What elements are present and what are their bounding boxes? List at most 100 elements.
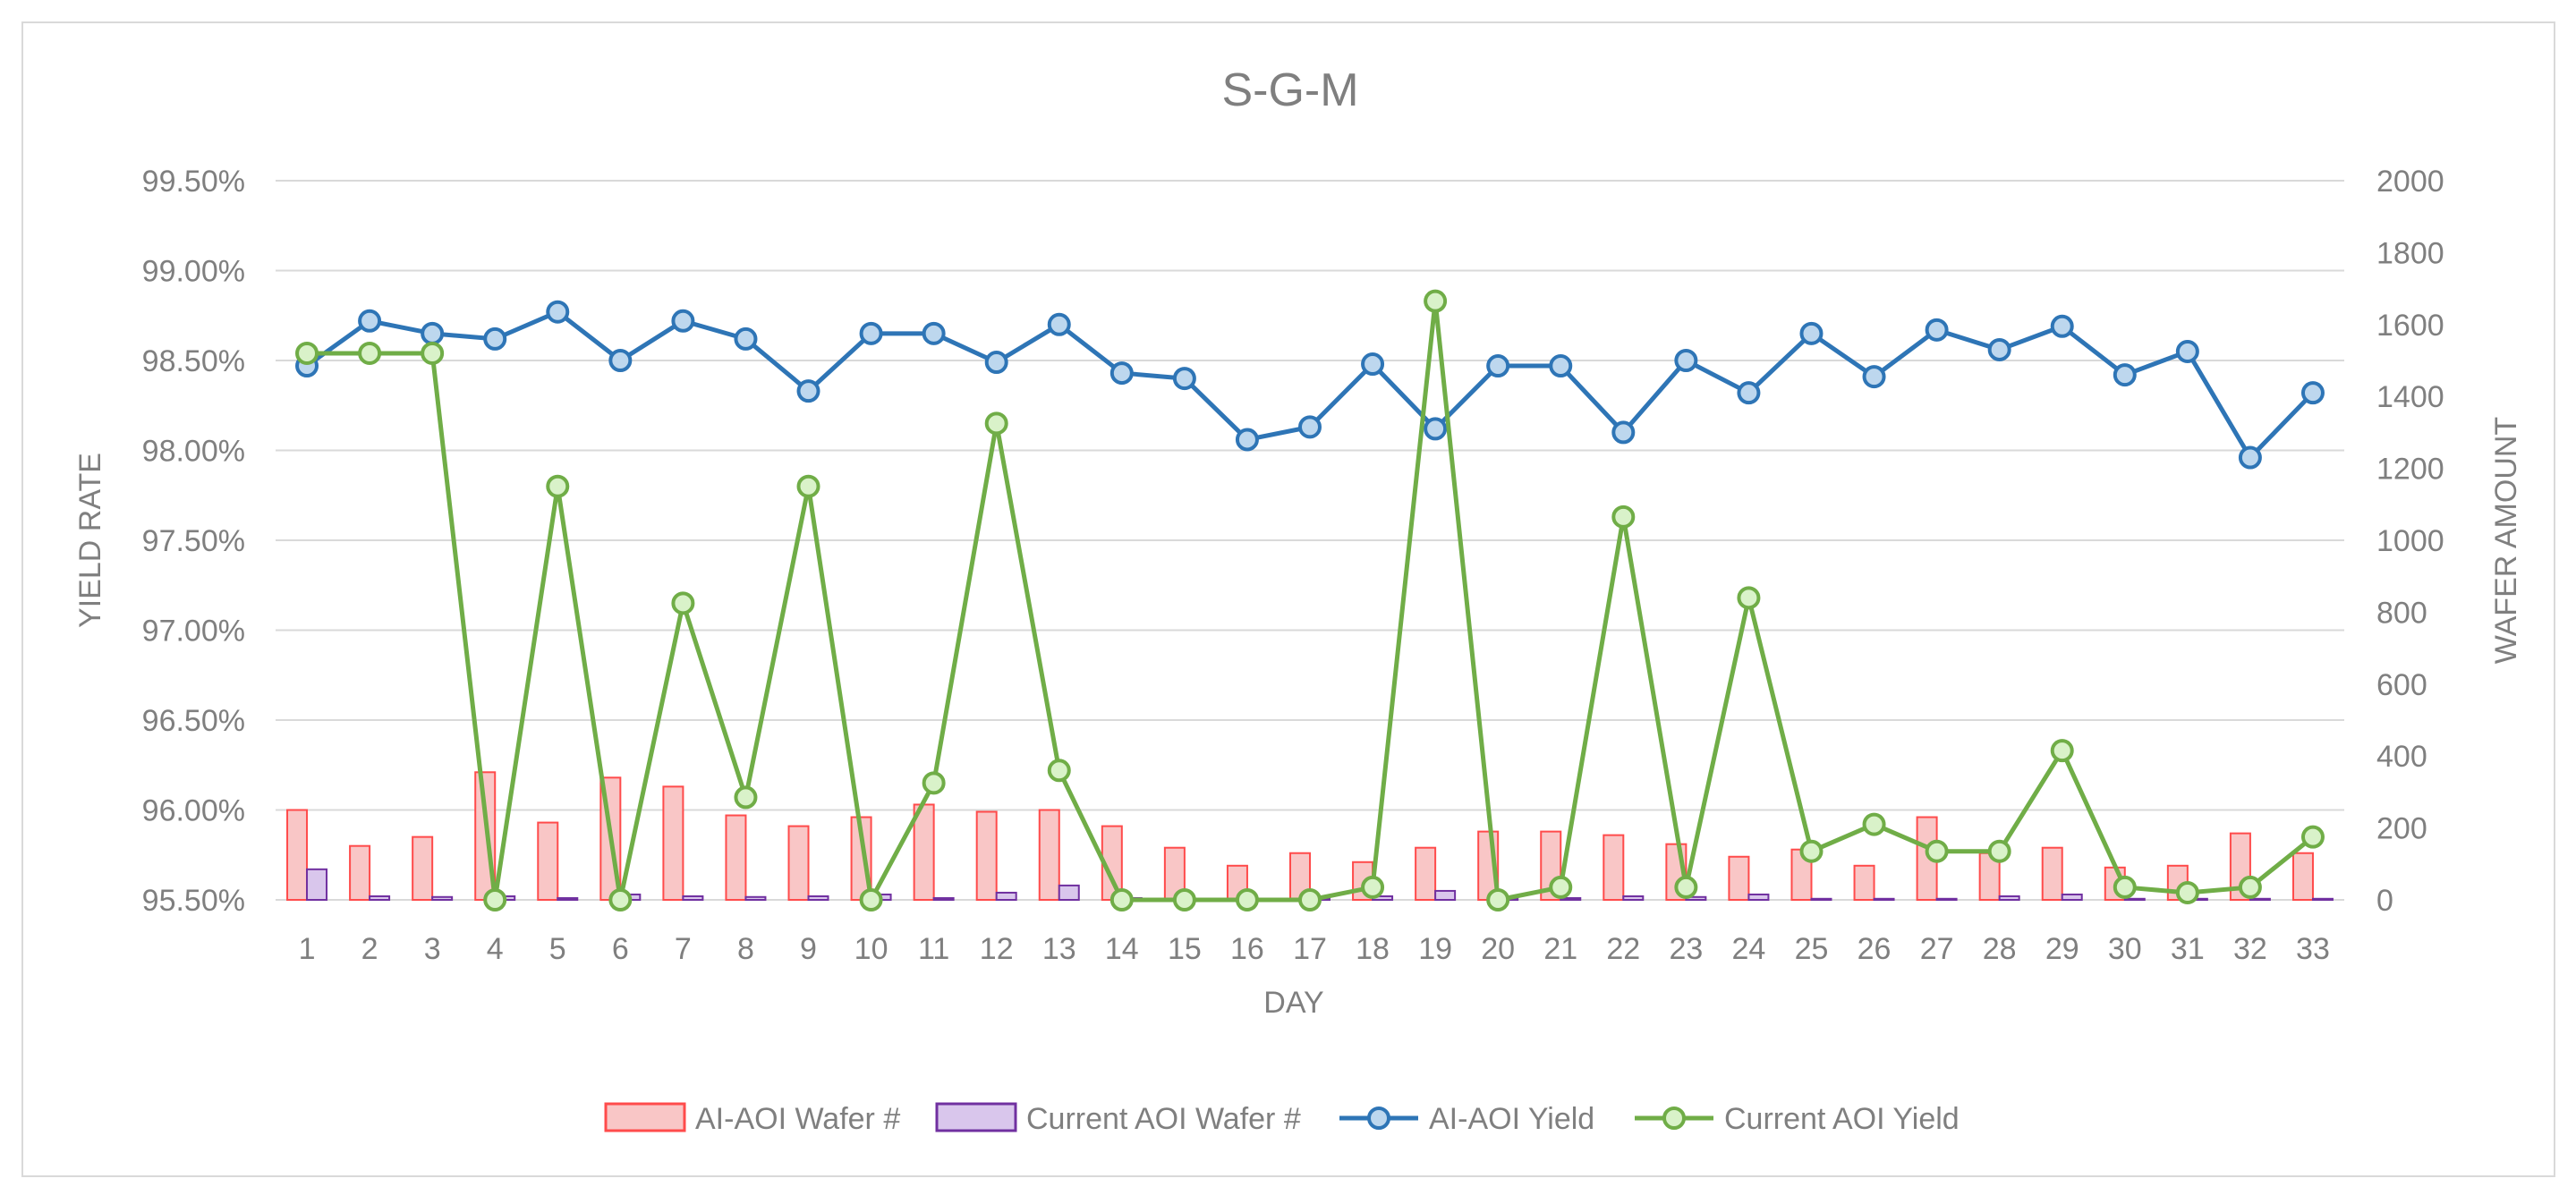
data-point xyxy=(984,351,1008,375)
legend-marker xyxy=(1367,1106,1390,1130)
data-point xyxy=(421,321,445,345)
legend-label: AI-AOI Yield xyxy=(1429,1102,1594,1136)
data-point xyxy=(859,321,883,345)
x-tick-label: 32 xyxy=(2233,932,2267,966)
data-point xyxy=(483,888,507,911)
data-point xyxy=(1674,349,1698,372)
bar xyxy=(1853,864,1875,901)
data-point xyxy=(1424,289,1448,313)
data-point xyxy=(608,349,633,372)
legend-swatch xyxy=(604,1102,686,1132)
x-tick-label: 10 xyxy=(854,932,888,966)
bar xyxy=(1058,884,1080,901)
y2-tick-label: 1800 xyxy=(2376,236,2444,270)
data-point xyxy=(1298,888,1322,911)
data-point xyxy=(671,591,695,615)
bar xyxy=(369,895,391,901)
data-point xyxy=(1549,354,1573,378)
x-tick-label: 13 xyxy=(1042,932,1076,966)
bar xyxy=(537,821,559,902)
data-point xyxy=(1737,586,1761,610)
bar xyxy=(725,814,747,902)
data-point xyxy=(1799,839,1824,863)
legend-label: AI-AOI Wafer # xyxy=(695,1102,900,1136)
data-point xyxy=(1987,839,2011,863)
data-point xyxy=(859,888,883,911)
y2-tick-label: 1400 xyxy=(2376,380,2444,414)
y2-tick-label: 2000 xyxy=(2376,165,2444,199)
x-tick-label: 6 xyxy=(612,932,629,966)
data-point xyxy=(1862,365,1886,389)
y-tick-label: 96.50% xyxy=(142,704,245,738)
data-point xyxy=(796,474,820,498)
data-point xyxy=(1674,875,1698,899)
data-point xyxy=(734,326,758,351)
bar xyxy=(1998,895,2020,901)
bar xyxy=(1415,846,1437,902)
bar xyxy=(286,809,309,901)
bar xyxy=(787,825,810,902)
data-point xyxy=(483,326,507,351)
bar xyxy=(2311,897,2334,902)
bar xyxy=(682,895,704,901)
bar xyxy=(306,868,328,902)
x-tick-label: 8 xyxy=(737,932,754,966)
data-point xyxy=(546,474,570,498)
data-point xyxy=(1925,318,1949,342)
data-point xyxy=(1799,321,1824,345)
data-point xyxy=(1047,312,1071,336)
data-point xyxy=(1235,428,1259,452)
data-point xyxy=(2238,875,2262,899)
y-tick-label: 96.00% xyxy=(142,794,245,828)
data-point xyxy=(1361,352,1385,377)
chart-title: S-G-M xyxy=(1221,64,1358,116)
bar xyxy=(2249,897,2271,902)
x-axis-ticks: 1 2 3 4 5 6 7 8 9 10 11 12 13 14 15 16 17 18 19 20 21 22 23 24 2… xyxy=(299,932,2330,966)
x-tick-label: 19 xyxy=(1418,932,1452,966)
data-point xyxy=(1737,381,1761,405)
data-point xyxy=(608,888,633,911)
data-point xyxy=(1047,759,1071,783)
x-tick-label: 12 xyxy=(980,932,1014,966)
y-tick-label: 97.50% xyxy=(142,524,245,558)
data-point xyxy=(2050,314,2074,338)
bar xyxy=(995,891,1017,902)
x-tick-label: 17 xyxy=(1293,932,1327,966)
x-tick-label: 4 xyxy=(487,932,504,966)
x-tick-label: 9 xyxy=(800,932,817,966)
y2-tick-label: 800 xyxy=(2376,596,2427,630)
data-point xyxy=(1424,417,1448,441)
bar xyxy=(2291,852,2314,901)
data-point xyxy=(984,411,1008,436)
y-tick-label: 98.50% xyxy=(142,344,245,378)
y-tick-label: 95.50% xyxy=(142,884,245,918)
chart-frame: S-G-M 95.50% 96.00% 96.50% 97.00% 97.50% 98.0… xyxy=(21,21,2555,1177)
bar xyxy=(1622,895,1645,901)
x-tick-label: 24 xyxy=(1732,932,1766,966)
chart-canvas: S-G-M 95.50% 96.00% 96.50% 97.00% 97.50% 98.0… xyxy=(73,64,2523,1136)
y2-axis-label: WAFER AMOUNT xyxy=(2489,417,2523,664)
data-point xyxy=(1235,888,1259,911)
y-tick-label: 97.00% xyxy=(142,615,245,649)
data-point xyxy=(1987,337,2011,361)
y-tick-label: 99.00% xyxy=(142,255,245,289)
bars-layer xyxy=(286,771,2334,902)
data-point xyxy=(2238,445,2262,470)
x-tick-label: 25 xyxy=(1795,932,1829,966)
x-tick-label: 5 xyxy=(549,932,566,966)
data-point xyxy=(1109,361,1134,386)
data-point xyxy=(421,341,445,365)
data-point xyxy=(1611,504,1636,529)
bar xyxy=(431,895,454,901)
x-tick-label: 1 xyxy=(299,932,316,966)
data-point xyxy=(295,341,319,365)
y2-tick-label: 600 xyxy=(2376,668,2427,702)
data-point xyxy=(1611,420,1636,445)
bar xyxy=(1038,809,1060,901)
y2-tick-label: 1200 xyxy=(2376,453,2444,487)
bar xyxy=(2123,897,2146,902)
bar xyxy=(807,895,829,901)
x-tick-label: 18 xyxy=(1356,932,1390,966)
bar xyxy=(1747,893,1770,901)
x-tick-label: 16 xyxy=(1230,932,1264,966)
